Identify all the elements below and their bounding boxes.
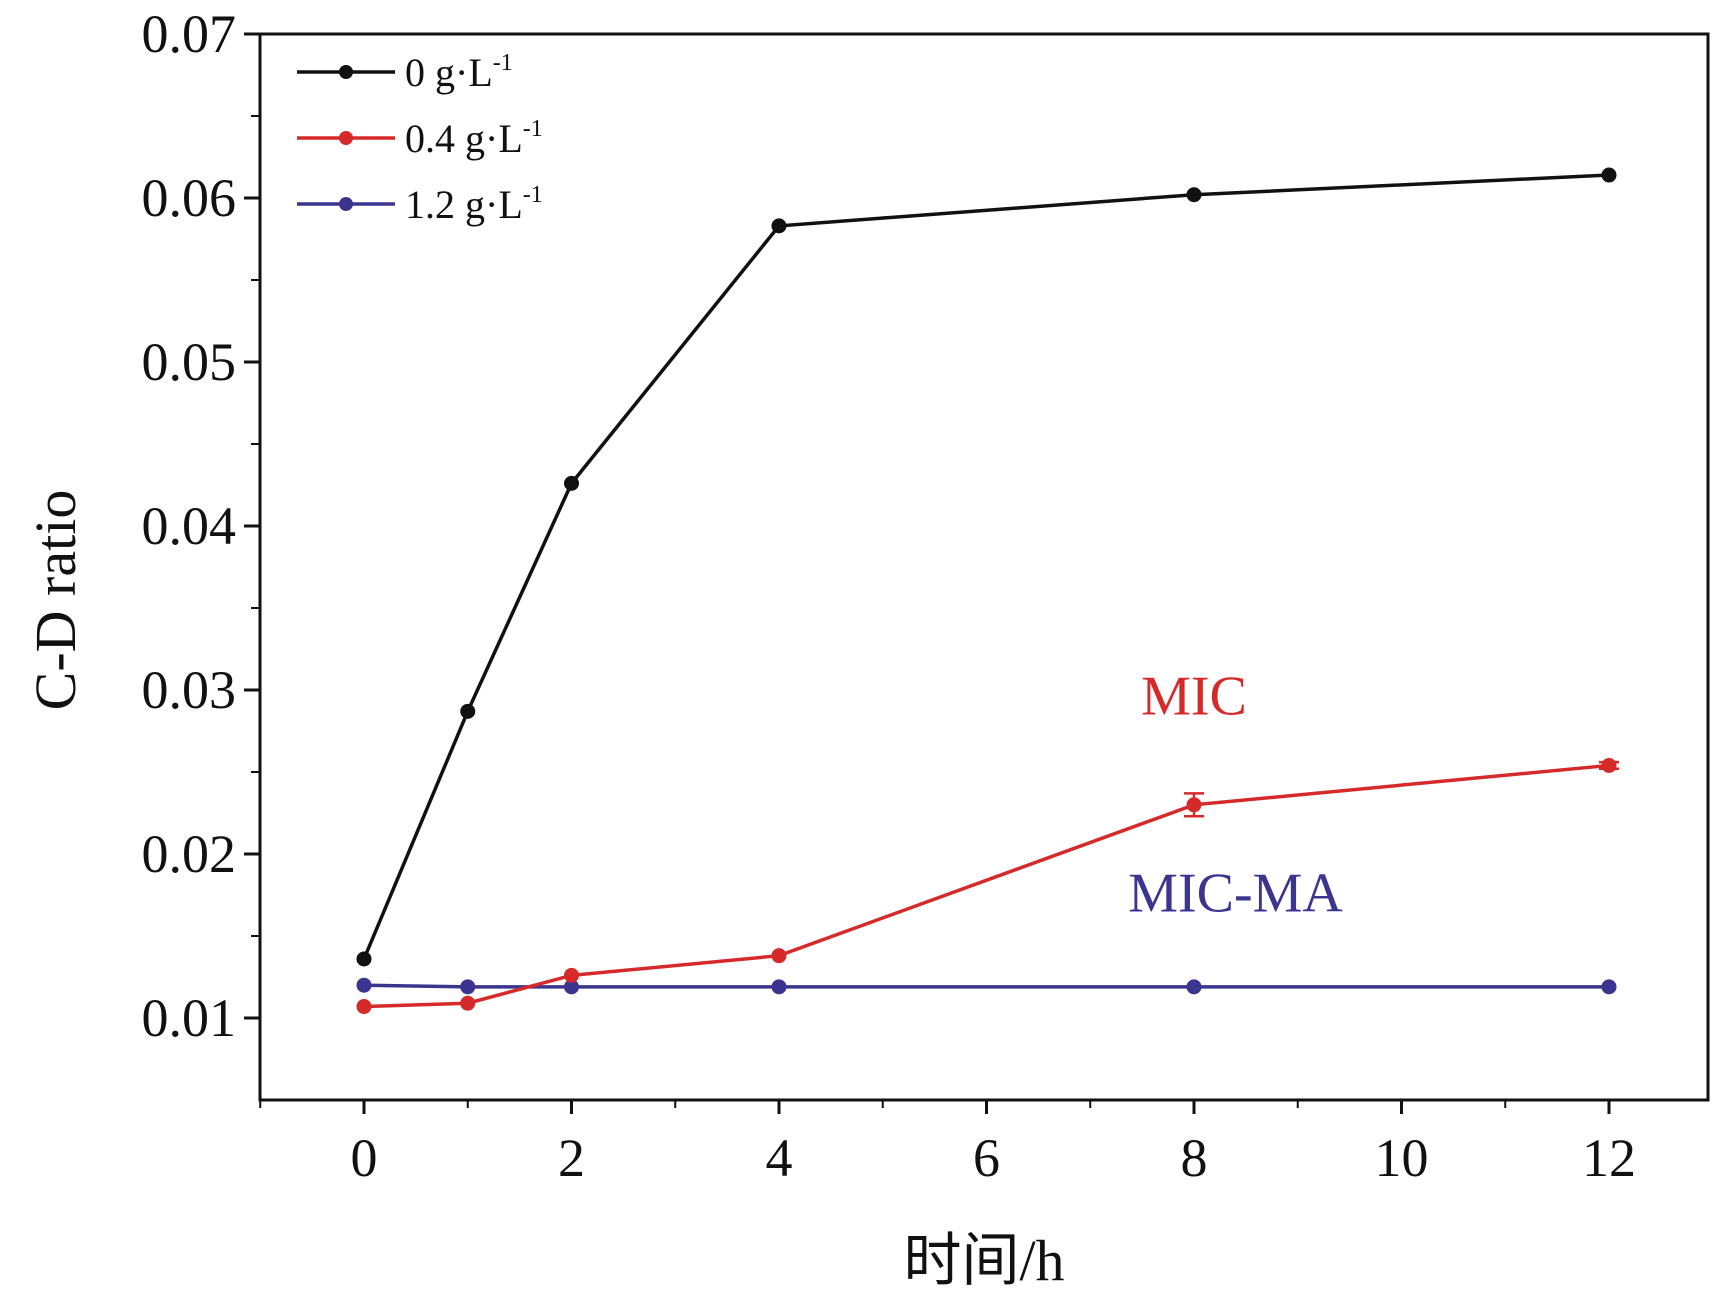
- legend-label: 0.4 g·L-1: [405, 116, 543, 161]
- x-tick-label: 10: [1375, 1128, 1429, 1188]
- x-tick-label: 8: [1181, 1128, 1208, 1188]
- plot-frame: [258, 32, 1710, 1102]
- x-axis: 0 2 4 6 8 10 12: [259, 1100, 1636, 1188]
- series-0: [356, 167, 1617, 967]
- y-tick-label: 0.06: [142, 168, 237, 228]
- legend-label-superscript: -1: [523, 116, 543, 142]
- series-layer: [356, 167, 1619, 1015]
- y-tick-label: 0.02: [142, 824, 237, 884]
- annotation-label: MIC: [1141, 666, 1247, 728]
- data-point: [771, 979, 787, 995]
- x-tick-label: 0: [351, 1128, 378, 1188]
- series-line: [363, 983, 1609, 989]
- x-tick-label: 12: [1582, 1128, 1636, 1188]
- data-point: [356, 977, 372, 993]
- legend-label-superscript: -1: [523, 182, 543, 208]
- y-tick-label: 0.07: [142, 4, 237, 64]
- y-axis: 0.01 0.02 0.03 0.04 0.05 0.06 0.07: [142, 4, 260, 1048]
- legend: 0 g·L-1 0.4 g·L-1 1.2 g·L-1: [297, 50, 543, 227]
- series-line: [362, 173, 1610, 960]
- data-point: [1601, 757, 1617, 773]
- x-tick-label: 2: [558, 1128, 585, 1188]
- data-point: [460, 703, 476, 719]
- legend-marker: [339, 65, 353, 79]
- data-point: [564, 475, 579, 491]
- series-1: [356, 757, 1619, 1015]
- legend-label: 0 g·L-1: [405, 50, 513, 95]
- y-tick-label: 0.05: [142, 332, 237, 392]
- data-point: [1601, 167, 1617, 183]
- x-tick-label: 6: [973, 1128, 1000, 1188]
- x-tick-label: 4: [766, 1128, 793, 1188]
- data-point: [460, 979, 476, 995]
- y-tick-label: 0.04: [142, 496, 237, 556]
- y-tick-label: 0.01: [142, 988, 237, 1048]
- data-point: [356, 951, 372, 967]
- y-tick-label: 0.03: [142, 660, 237, 720]
- annotation-label: MIC-MA: [1128, 862, 1343, 924]
- legend-marker: [339, 197, 353, 211]
- legend-label: 1.2 g·L-1: [405, 182, 543, 227]
- data-point: [1186, 187, 1202, 203]
- data-point: [771, 218, 787, 234]
- y-axis-title: C-D ratio: [23, 490, 88, 711]
- data-point: [356, 999, 372, 1015]
- data-point: [564, 967, 579, 983]
- data-point: [1186, 797, 1202, 813]
- x-axis-title: 时间/h: [903, 1228, 1064, 1293]
- annotations: MIC MIC-MA: [1128, 666, 1343, 925]
- data-point: [1186, 979, 1202, 995]
- legend-label-superscript: -1: [493, 50, 513, 76]
- legend-marker: [339, 131, 353, 145]
- series-line: [363, 763, 1610, 1009]
- data-point: [771, 948, 787, 964]
- data-point: [1601, 979, 1617, 995]
- data-point: [460, 995, 476, 1011]
